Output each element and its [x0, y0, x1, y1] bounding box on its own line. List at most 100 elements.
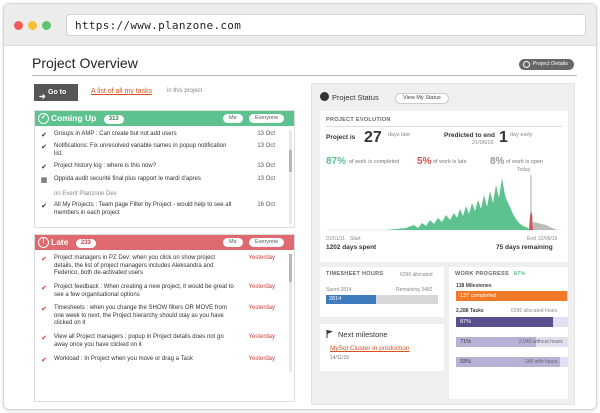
- evolution-area-chart: [326, 175, 562, 231]
- milestones-bar-fill: 137 completed: [456, 291, 567, 301]
- status-pie-icon: [320, 92, 329, 101]
- task-text: Timesheets : when you change the SHOW fi…: [54, 305, 227, 326]
- title-divider: [32, 75, 577, 76]
- late-me-button[interactable]: Me: [223, 238, 243, 247]
- list-item[interactable]: ✔ View all Project managers : popup in P…: [40, 334, 285, 351]
- scrollbar-thumb[interactable]: [289, 150, 292, 172]
- tasks-bar-fill: 87%: [456, 317, 553, 327]
- task-text: Oppida audit securité final plus rapport…: [54, 176, 201, 182]
- list-item[interactable]: ✔ Groups in AMP : Can create but not add…: [40, 131, 285, 141]
- checkmark-icon: ✔: [41, 144, 47, 151]
- coming-up-list: ✔ Groups in AMP : Can create but not add…: [35, 126, 294, 227]
- predicted-date: 21/06/16: [472, 140, 494, 146]
- scrollbar-track[interactable]: [289, 254, 292, 372]
- with-hours-bar-track: 93%: [456, 357, 568, 367]
- next-milestone-title: Next milestone: [338, 330, 388, 339]
- go-to-button[interactable]: ➜ Go to: [34, 84, 78, 101]
- end-label: End: [527, 236, 536, 242]
- late-percent: 5%: [417, 156, 432, 167]
- open-percent-label: of work is open: [506, 159, 543, 165]
- work-progress-label: WORK PROGRESS 87%: [455, 271, 526, 277]
- scrollbar-thumb[interactable]: [289, 254, 292, 282]
- task-text: Notifications: Fix unresolved variable n…: [54, 143, 227, 157]
- goto-scope-text: in this project: [167, 88, 203, 94]
- project-status-header: Project Status: [320, 92, 379, 102]
- list-item[interactable]: ✔ All My Projects : Team page Filter by …: [40, 202, 285, 219]
- list-item[interactable]: ✔ Notifications: Fix unresolved variable…: [40, 143, 285, 160]
- task-text: View all Project managers : popup in Pro…: [54, 334, 224, 348]
- tasks-label: 2,288 Tasks: [456, 308, 484, 314]
- work-progress-percent: 87%: [513, 271, 526, 277]
- timesheet-hours-card: TIMESHEET HOURS 6296 allocated Spent 281…: [320, 267, 444, 317]
- task-text: All My Projects : Team page Filter by Pr…: [54, 202, 232, 216]
- evolution-divider: [326, 126, 562, 127]
- browser-window: https://www.planzone.com Project Overvie…: [3, 3, 597, 410]
- tasks-allocated: 6296 allocated hours: [511, 308, 558, 314]
- predicted-label: Predicted to end: [444, 132, 495, 139]
- project-details-button[interactable]: Project Details: [518, 59, 574, 70]
- address-bar[interactable]: https://www.planzone.com: [66, 14, 586, 36]
- milestones-label: 138 Milestones: [456, 283, 492, 289]
- checkmark-icon: ✔: [41, 203, 47, 210]
- project-details-label: Project Details: [532, 61, 568, 67]
- open-percent: 8%: [490, 156, 505, 167]
- start-date: 01/01/11: [326, 236, 346, 242]
- task-subtext: on Event Planzone Dev: [54, 191, 117, 197]
- checkmark-icon: ✔: [41, 164, 47, 171]
- maximize-window-dot[interactable]: [42, 21, 51, 30]
- coming-up-me-button[interactable]: Me: [223, 114, 243, 123]
- work-progress-title: WORK PROGRESS: [455, 271, 510, 277]
- alert-icon: !: [38, 237, 49, 248]
- tasks-bar-track: 87%: [456, 317, 568, 327]
- list-item[interactable]: ✔ Project history log : where is this no…: [40, 163, 285, 173]
- checkmark-icon: ✔: [41, 256, 47, 263]
- checkmark-icon: ✔: [41, 357, 47, 364]
- late-percent-label: of work is late: [433, 159, 467, 165]
- list-item[interactable]: ✔ Timesheets : when you change the SHOW …: [40, 305, 285, 330]
- start-label: Start: [350, 236, 361, 242]
- today-label: Today: [517, 167, 531, 173]
- project-status-title: Project Status: [332, 93, 379, 102]
- late-everyone-button[interactable]: Everyone: [249, 238, 285, 247]
- project-is-label: Project is: [326, 134, 356, 141]
- days-spent: 1202 days spent: [326, 244, 377, 251]
- project-status-panel: Project Status View My Status PROJECT EV…: [311, 83, 575, 405]
- without-hours-label: 2,043 without hours: [519, 339, 563, 345]
- minimize-window-dot[interactable]: [28, 21, 37, 30]
- view-my-status-button[interactable]: View My Status: [395, 93, 449, 104]
- close-window-dot[interactable]: [14, 21, 23, 30]
- task-date: Yesterday: [248, 305, 275, 311]
- check-circle-icon: ✓: [38, 113, 49, 124]
- task-text: Groups in AMP : Can create but not add u…: [54, 131, 177, 137]
- browser-chrome: https://www.planzone.com: [4, 4, 596, 46]
- task-text: Project managers in PZ Dev: when you cli…: [54, 255, 216, 276]
- evolution-label: PROJECT EVOLUTION: [326, 117, 391, 123]
- list-item[interactable]: ▦ Oppida audit securité final plus rappo…: [40, 176, 285, 200]
- late-count: 233: [75, 239, 96, 248]
- completed-area: [326, 178, 531, 230]
- task-date: Yesterday: [248, 284, 275, 290]
- coming-up-title: Coming Up: [51, 113, 97, 123]
- task-date: 13 Oct: [257, 176, 275, 182]
- list-item[interactable]: ✔ Workload : In Project when you move or…: [40, 356, 285, 366]
- flag-icon: [326, 330, 333, 338]
- task-date: 13 Oct: [257, 143, 275, 149]
- predicted-value: 1: [499, 129, 508, 146]
- completed-percent-label: of work is completed: [349, 159, 400, 165]
- coming-up-everyone-button[interactable]: Everyone: [249, 114, 285, 123]
- coming-up-panel: ✓ Coming Up 313 Me Everyone ✔ Groups in …: [34, 110, 295, 228]
- list-item[interactable]: ✔ Project managers in PZ Dev: when you c…: [40, 255, 285, 280]
- task-date: 13 Oct: [257, 163, 275, 169]
- gear-icon: [522, 61, 530, 68]
- with-hours-bar-fill: 93%: [456, 357, 560, 367]
- page-content: Project Overview Project Details ➜ Go to…: [4, 47, 596, 409]
- days-late-value: 27: [364, 129, 382, 146]
- task-date: 16 Oct: [257, 202, 275, 208]
- task-text: Project feedback : When creating a new p…: [54, 284, 234, 298]
- list-item[interactable]: ✔ Project feedback : When creating a new…: [40, 284, 285, 301]
- all-my-tasks-link[interactable]: A list of all my tasks: [91, 88, 153, 95]
- milestone-link[interactable]: MySql Cluster in production: [330, 345, 410, 352]
- scrollbar-track[interactable]: [289, 130, 292, 224]
- coming-up-count: 313: [103, 115, 124, 124]
- checkmark-icon: ✔: [41, 132, 47, 139]
